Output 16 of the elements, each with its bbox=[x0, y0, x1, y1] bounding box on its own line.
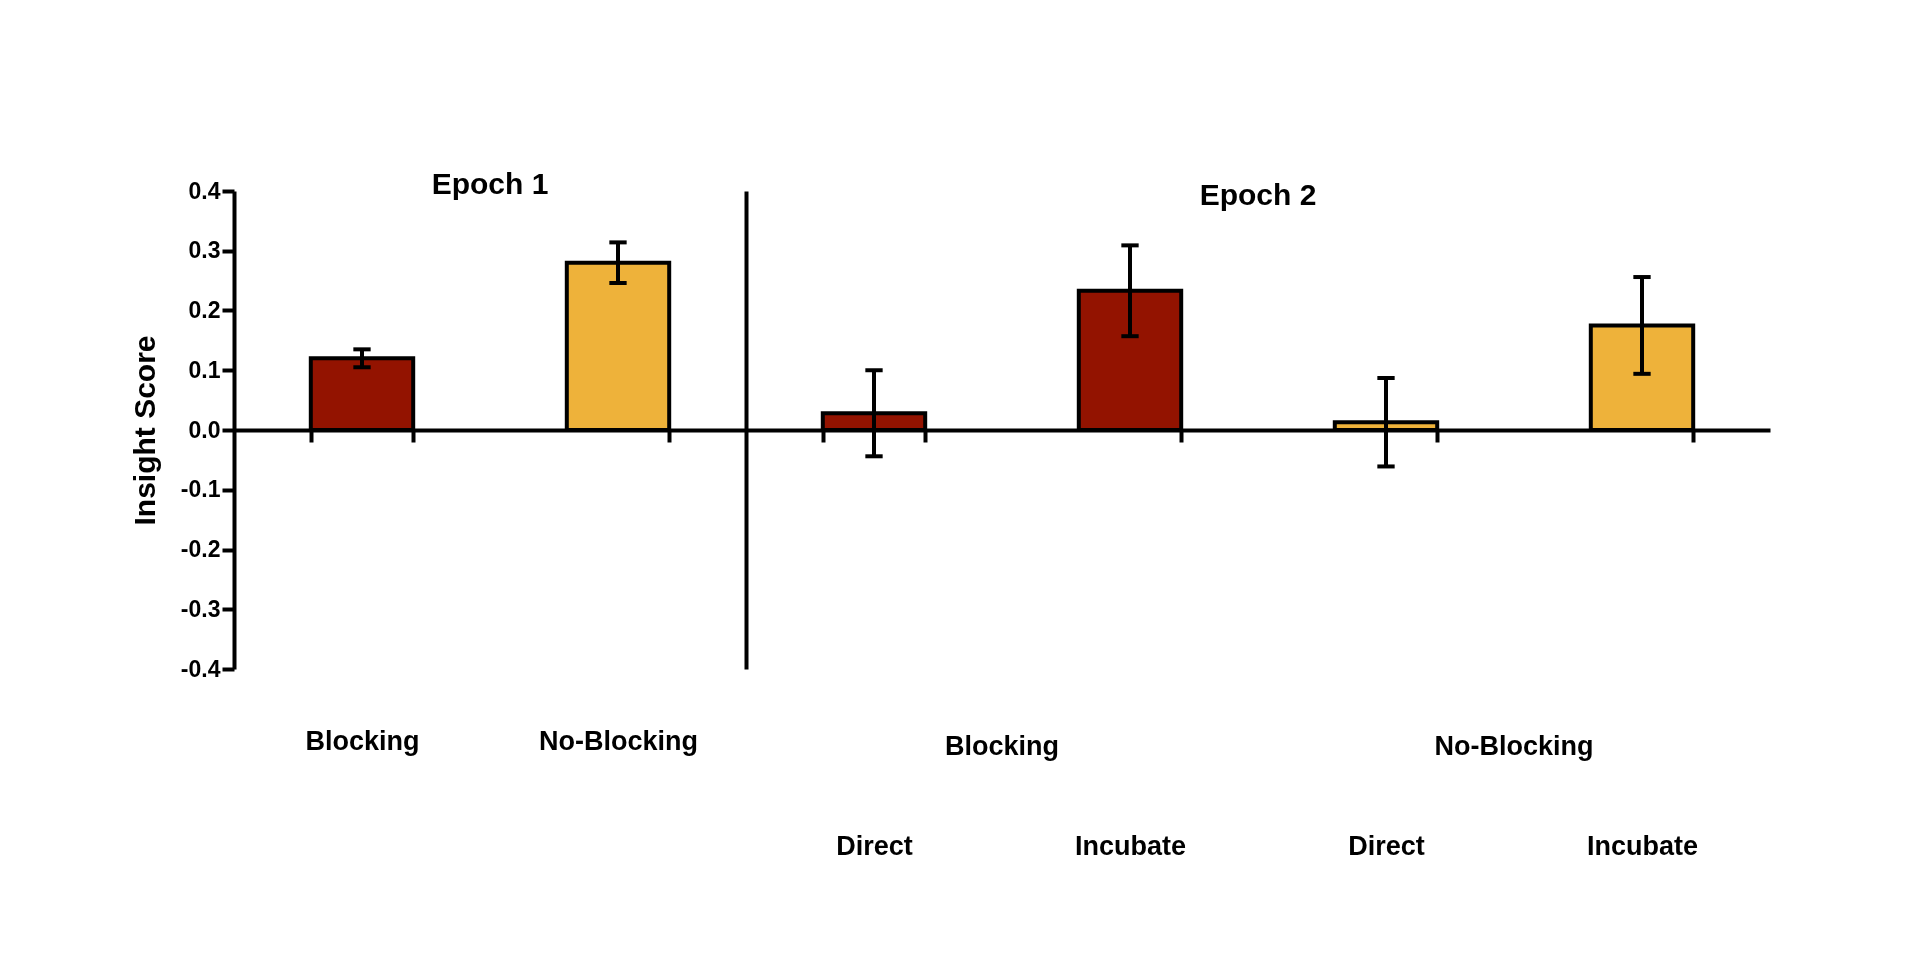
chart-title: Epoch 1 bbox=[431, 167, 549, 200]
y-tick-label: 0.0 bbox=[188, 416, 221, 443]
chart-title: Epoch 2 bbox=[1199, 178, 1317, 211]
y-tick-label: -0.3 bbox=[180, 595, 221, 622]
x-tick-label: Incubate bbox=[1074, 830, 1187, 861]
x-tick-label: Direct bbox=[836, 830, 913, 861]
x-tick-label: Direct bbox=[1348, 830, 1425, 861]
y-tick-label: -0.2 bbox=[180, 536, 221, 562]
x-tick-label: Incubate bbox=[1586, 830, 1699, 861]
y-tick-label: 0.2 bbox=[188, 297, 221, 323]
y-tick-label: -0.1 bbox=[180, 476, 221, 503]
y-tick-label: 0.4 bbox=[188, 177, 221, 204]
y-tick-label: 0.3 bbox=[188, 237, 221, 264]
y-tick-label: 0.1 bbox=[188, 356, 221, 383]
y-axis-title: Insight Score bbox=[127, 335, 161, 526]
y-tick-label: -0.4 bbox=[180, 655, 221, 682]
